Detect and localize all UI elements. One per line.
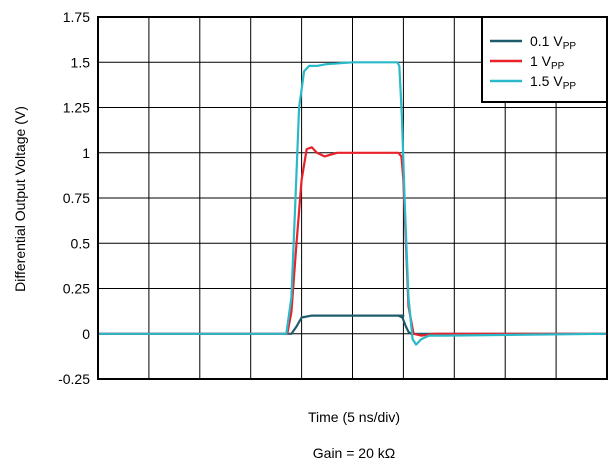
y-tick-label: 0 (82, 326, 90, 342)
legend-box (481, 16, 608, 103)
y-tick-label: 1.25 (63, 100, 90, 116)
y-tick-label: 1.75 (63, 9, 90, 25)
y-tick-label: 0.25 (63, 281, 90, 297)
plot-frame (97, 16, 608, 380)
y-tick-label: 0.5 (71, 235, 91, 251)
x-axis-title: Time (5 ns/div) (308, 409, 400, 425)
chart-caption: Gain = 20 kΩ (313, 445, 395, 461)
series-group (98, 61, 608, 346)
y-tick-labels: 1.75 1.5 1.25 1 0.75 0.5 0.25 0 -0.25 (58, 9, 90, 387)
series-line (98, 61, 608, 346)
y-tick-label: 1 (82, 145, 90, 161)
y-tick-label: 0.75 (63, 190, 90, 206)
y-tick-label: 1.5 (71, 54, 91, 70)
y-axis-title: Differential Output Voltage (V) (12, 106, 28, 292)
series-line (98, 314, 607, 335)
y-tick-label: -0.25 (58, 371, 90, 387)
